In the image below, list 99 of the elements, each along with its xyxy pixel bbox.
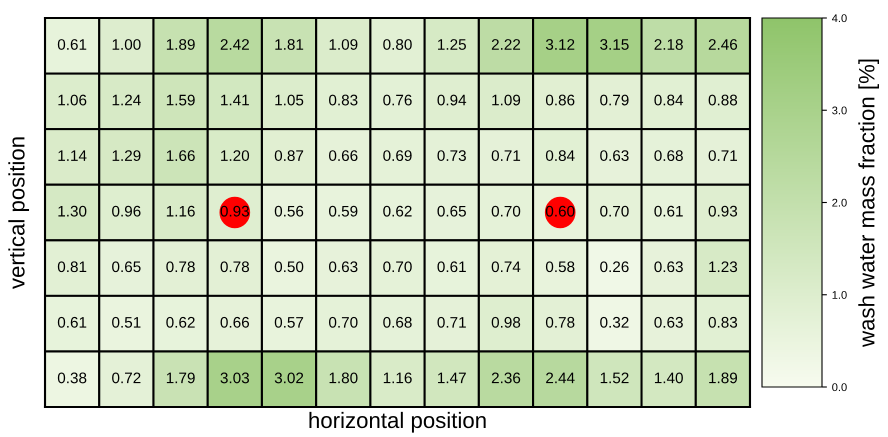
- data-label: 0.96: [112, 206, 141, 217]
- data-label: 0.59: [329, 206, 358, 217]
- data-label: 0.61: [437, 261, 466, 272]
- data-label: 3.03: [220, 372, 250, 384]
- data-label: 0.58: [546, 261, 574, 272]
- data-label: 0.83: [708, 316, 738, 328]
- data-label: 0.63: [600, 150, 629, 162]
- color-bar-label: 1.0: [832, 291, 847, 299]
- data-label: 2.22: [492, 39, 520, 50]
- data-label: 0.78: [166, 261, 195, 272]
- data-label: 0.61: [58, 316, 86, 328]
- data-label: 0.61: [58, 39, 86, 50]
- data-label: 1.59: [166, 94, 195, 106]
- data-label: 0.38: [58, 372, 86, 384]
- data-label: 1.79: [166, 372, 195, 384]
- data-label: 0.93: [708, 206, 738, 217]
- data-label: 0.84: [654, 94, 684, 106]
- data-label: 1.06: [58, 94, 86, 106]
- data-label: 0.71: [437, 316, 466, 328]
- data-label: 1.40: [654, 372, 683, 384]
- data-label: 0.73: [437, 150, 466, 162]
- data-label: 1.16: [384, 372, 412, 384]
- data-label: 0.74: [492, 261, 520, 272]
- data-label: 1.24: [112, 94, 141, 106]
- data-label: 1.89: [709, 372, 738, 384]
- data-label: 0.51: [112, 316, 140, 328]
- data-label: 1.14: [58, 150, 87, 161]
- color-bar-label: 2.0: [832, 198, 847, 207]
- data-label: 1.47: [438, 372, 466, 384]
- data-label: 2.18: [654, 39, 683, 50]
- data-label: 1.29: [112, 150, 140, 162]
- data-label: 1.25: [438, 39, 466, 50]
- data-label: 1.23: [709, 261, 738, 272]
- data-label: 0.57: [274, 316, 304, 328]
- data-label: 0.63: [654, 261, 683, 272]
- color-bar-title: wash water mass fraction [%]: [858, 60, 879, 348]
- data-label: 0.63: [329, 261, 358, 272]
- data-label: 0.98: [492, 316, 520, 328]
- data-label: 0.66: [329, 150, 358, 162]
- data-label: 3.02: [274, 372, 304, 384]
- data-label: 0.78: [546, 316, 574, 328]
- data-label: 0.72: [112, 372, 140, 384]
- data-label: 2.46: [708, 39, 738, 50]
- data-label: 2.42: [220, 39, 249, 50]
- data-label: 1.00: [112, 39, 141, 50]
- data-label: 1.20: [221, 150, 250, 162]
- data-label: 1.81: [275, 39, 304, 50]
- data-label: 0.56: [274, 206, 304, 217]
- data-label: 1.41: [221, 94, 249, 106]
- data-label: 0.68: [654, 150, 683, 162]
- x-axis-title: horizontal position: [309, 412, 486, 433]
- data-label: 0.50: [274, 261, 304, 272]
- color-bar-label: 3.0: [832, 106, 847, 114]
- data-label: 0.84: [546, 150, 575, 162]
- data-label: 1.09: [492, 94, 520, 106]
- data-label: 0.66: [220, 316, 250, 328]
- data-label: 0.87: [274, 150, 304, 162]
- data-label: 0.83: [329, 94, 358, 106]
- data-label: 2.36: [492, 372, 520, 384]
- data-label: 0.63: [654, 316, 683, 328]
- data-label: 0.76: [383, 94, 412, 106]
- data-label: 0.26: [600, 261, 629, 272]
- data-label: 3.12: [546, 39, 574, 50]
- data-label: 0.86: [546, 94, 574, 106]
- data-label: 0.88: [708, 94, 738, 106]
- data-label: 0.94: [437, 94, 466, 106]
- data-label: 0.68: [383, 316, 412, 328]
- color-bar-label: 0.0: [832, 383, 847, 392]
- data-label: 1.89: [166, 39, 195, 50]
- data-label: 0.70: [600, 206, 629, 217]
- y-axis-title: vertical position: [8, 137, 30, 289]
- data-label: 0.81: [58, 261, 86, 272]
- data-label: 3.15: [600, 39, 629, 50]
- data-label: 0.71: [708, 150, 738, 162]
- data-label: 0.71: [492, 150, 520, 162]
- data-label: 0.70: [329, 316, 358, 328]
- data-label: 0.80: [383, 39, 412, 50]
- data-label: 0.93: [220, 206, 250, 217]
- data-label: 0.32: [600, 316, 629, 328]
- color-bar-label: 4.0: [832, 14, 847, 22]
- data-label: 1.80: [330, 372, 358, 384]
- data-label: 0.65: [437, 206, 466, 217]
- data-label: 0.78: [220, 261, 250, 272]
- data-label: 1.05: [275, 94, 304, 106]
- data-label: 1.09: [330, 39, 358, 50]
- data-label: 0.69: [383, 150, 412, 162]
- data-label: 0.61: [654, 206, 683, 217]
- data-label: 0.70: [492, 206, 520, 217]
- data-label: 1.66: [166, 150, 195, 162]
- data-label: 0.60: [546, 206, 574, 217]
- data-label: 0.70: [383, 261, 412, 272]
- data-label: 0.79: [600, 94, 629, 106]
- data-label: 0.62: [383, 206, 412, 217]
- data-label: 1.52: [600, 372, 629, 384]
- data-label: 0.62: [166, 316, 195, 328]
- data-label: 1.30: [58, 206, 86, 217]
- data-label: 0.65: [112, 261, 141, 272]
- data-label: 2.44: [546, 372, 575, 384]
- data-label: 1.16: [166, 206, 195, 217]
